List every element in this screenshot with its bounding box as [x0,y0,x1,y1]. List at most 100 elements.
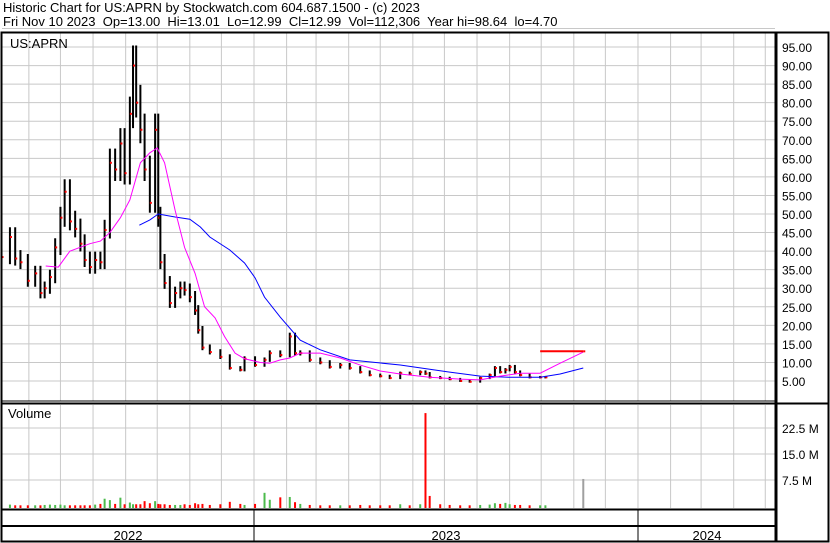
volume-bar [544,505,547,508]
close-tick [480,377,483,380]
close-tick [545,376,548,379]
close-tick [89,266,92,269]
price-tick-label: 30.00 [782,282,812,296]
close-tick [158,216,161,219]
volume-bar [103,498,106,508]
volume-bar [359,504,362,508]
close-tick [229,367,232,370]
volume-bar [424,413,427,508]
close-tick [449,378,452,381]
price-tick-label: 5.00 [782,375,806,389]
close-tick [155,128,158,131]
volume-bar [504,502,507,508]
close-tick [184,289,187,292]
volume-bar [163,504,166,508]
close-tick [349,367,352,370]
volume-bar [468,505,471,508]
close-tick [360,371,363,374]
close-tick [44,287,47,290]
close-tick [340,364,343,367]
close-tick [104,228,107,231]
volume-bar [368,505,371,508]
price-tick-label: 15.00 [782,338,812,352]
volume-bar [194,503,197,508]
close-tick [320,361,323,364]
volume-bar [8,504,11,508]
close-tick [425,372,428,375]
volume-bar [513,504,516,508]
volume-bar [88,505,91,508]
price-axis: 95.00 90.00 85.00 80.00 75.00 70.00 65.00 60.00… [782,41,812,389]
volume-bar [14,505,17,508]
volume-bar [339,505,342,508]
close-tick [509,365,512,368]
close-tick [269,352,272,355]
volume-tick-label: 7.5 M [782,474,812,488]
volume-bar [419,504,422,508]
volume-bar [239,503,242,508]
volume-axis: 22.5 M 15.0 M 7.5 M [782,422,819,488]
volume-bar [288,496,291,508]
close-tick [255,364,258,367]
volume-bar [201,503,204,508]
grid [2,27,775,508]
price-tick-label: 35.00 [782,264,812,278]
close-tick [400,372,403,375]
volume-bar [139,504,142,508]
volume-bar [63,505,66,508]
volume-bar [243,504,246,508]
short-moving-average-line [45,147,584,381]
volume-bar [68,505,71,508]
volume-bar [328,505,331,508]
volume-bar [188,504,191,508]
close-tick [169,302,172,305]
price-tick-label: 20.00 [782,319,812,333]
close-tick [149,201,152,204]
volume-bar [48,504,51,508]
volume-bar [119,497,122,508]
volume-bar [399,504,402,508]
close-tick [289,335,292,338]
close-tick [175,292,178,295]
volume-bar [263,492,266,508]
close-tick [115,168,118,171]
volume-bar [154,501,157,508]
close-tick [15,257,18,260]
volume-bar [228,501,231,508]
volume-bar [279,497,282,508]
year-label-2023: 2023 [432,528,461,543]
close-tick [64,190,67,193]
volume-bar [83,505,86,508]
close-tick [220,355,223,358]
close-tick [55,246,58,249]
close-tick [109,161,112,164]
volume-bar [499,503,502,508]
volume-bar [128,502,131,508]
close-tick [209,351,212,354]
volume-bar [123,504,126,508]
close-tick [329,365,332,368]
close-tick [40,292,43,295]
volume-bar [157,503,160,508]
volume-bar [519,504,522,508]
close-tick [460,380,463,382]
volume-bar [197,504,200,508]
close-tick [420,371,423,374]
close-tick [409,372,412,375]
close-tick [80,242,83,245]
price-tick-label: 70.00 [782,134,812,148]
close-tick [27,279,30,282]
close-tick [369,374,372,377]
close-tick [514,371,517,374]
volume-bar [348,505,351,508]
volume-bar [459,505,462,508]
close-tick [202,346,205,349]
price-tick-label: 80.00 [782,97,812,111]
close-tick [469,380,472,383]
volume-label: Volume [8,406,51,421]
volume-bar [408,505,411,508]
close-tick [389,377,392,380]
close-tick [20,261,23,264]
volume-bar [208,504,211,508]
price-tick-label: 85.00 [782,78,812,92]
